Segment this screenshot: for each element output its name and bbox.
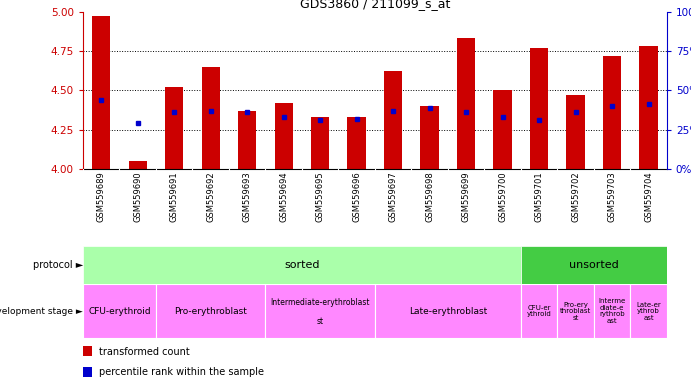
- Bar: [567, 95, 585, 169]
- Text: GSM559690: GSM559690: [133, 171, 142, 222]
- Bar: [83, 284, 156, 338]
- Bar: [558, 284, 594, 338]
- Bar: [83, 367, 92, 377]
- Text: CFU-erythroid: CFU-erythroid: [88, 306, 151, 316]
- Text: GSM559699: GSM559699: [462, 171, 471, 222]
- Text: GSM559694: GSM559694: [279, 171, 288, 222]
- Text: GSM559689: GSM559689: [97, 171, 106, 222]
- Bar: [83, 246, 521, 284]
- Text: protocol ►: protocol ►: [32, 260, 83, 270]
- Bar: [165, 87, 183, 169]
- Text: GSM559695: GSM559695: [316, 171, 325, 222]
- Text: GSM559697: GSM559697: [388, 171, 397, 222]
- Bar: [92, 16, 111, 169]
- Text: GSM559701: GSM559701: [535, 171, 544, 222]
- Text: GSM559700: GSM559700: [498, 171, 507, 222]
- Text: GSM559691: GSM559691: [170, 171, 179, 222]
- Text: percentile rank within the sample: percentile rank within the sample: [99, 367, 264, 377]
- Text: Interme
diate-e
rythrob
ast: Interme diate-e rythrob ast: [598, 298, 625, 324]
- Bar: [83, 346, 92, 356]
- Bar: [384, 71, 402, 169]
- Bar: [639, 46, 658, 169]
- Text: GSM559704: GSM559704: [644, 171, 653, 222]
- Text: Intermediate-erythroblast: Intermediate-erythroblast: [270, 298, 370, 308]
- Bar: [265, 284, 375, 338]
- Bar: [594, 284, 630, 338]
- Text: GSM559692: GSM559692: [206, 171, 215, 222]
- Text: GSM559703: GSM559703: [607, 171, 616, 222]
- Text: Pro-erythroblast: Pro-erythroblast: [174, 306, 247, 316]
- Text: Pro-ery
throblast
st: Pro-ery throblast st: [560, 301, 591, 321]
- Bar: [311, 117, 329, 169]
- Bar: [421, 106, 439, 169]
- Bar: [375, 284, 521, 338]
- Bar: [129, 161, 146, 169]
- Text: GSM559693: GSM559693: [243, 171, 252, 222]
- Text: st: st: [316, 317, 323, 326]
- Text: GSM559702: GSM559702: [571, 171, 580, 222]
- Bar: [457, 38, 475, 169]
- Text: Late-er
ythrob
ast: Late-er ythrob ast: [636, 301, 661, 321]
- Bar: [630, 284, 667, 338]
- Text: transformed count: transformed count: [99, 347, 189, 357]
- Bar: [521, 284, 558, 338]
- Bar: [202, 66, 220, 169]
- Text: GSM559698: GSM559698: [425, 171, 434, 222]
- Bar: [238, 111, 256, 169]
- Bar: [530, 48, 548, 169]
- Text: unsorted: unsorted: [569, 260, 618, 270]
- Bar: [521, 246, 667, 284]
- Bar: [493, 90, 512, 169]
- Title: GDS3860 / 211099_s_at: GDS3860 / 211099_s_at: [300, 0, 450, 10]
- Bar: [348, 117, 366, 169]
- Text: GSM559696: GSM559696: [352, 171, 361, 222]
- Text: CFU-er
ythroid: CFU-er ythroid: [527, 305, 551, 317]
- Text: development stage ►: development stage ►: [0, 306, 83, 316]
- Text: Late-erythroblast: Late-erythroblast: [409, 306, 487, 316]
- Bar: [603, 56, 621, 169]
- Text: sorted: sorted: [284, 260, 320, 270]
- Bar: [156, 284, 265, 338]
- Bar: [274, 103, 293, 169]
